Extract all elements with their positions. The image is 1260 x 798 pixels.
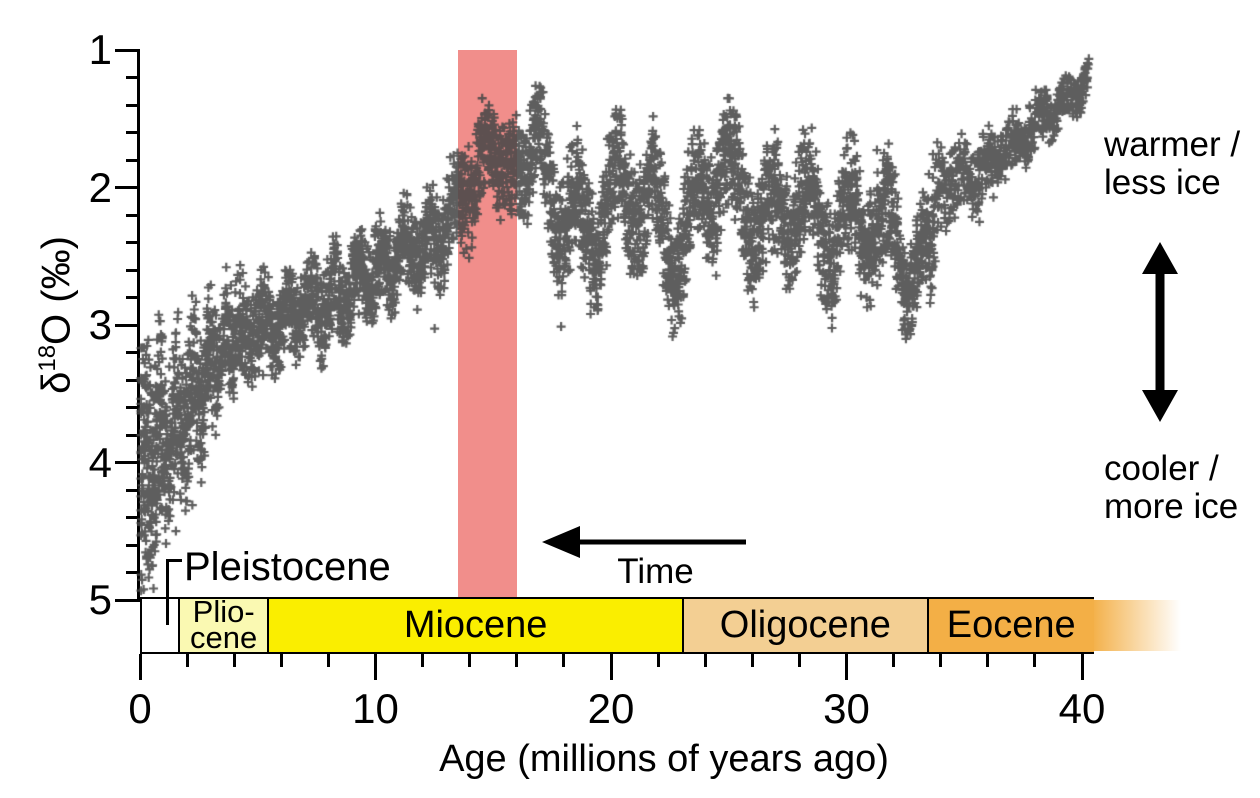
y-axis-title-delta: δ	[34, 371, 79, 394]
time-arrow-label: Time	[617, 552, 694, 591]
time-arrow-icon	[542, 526, 746, 558]
cooler-more-ice-label: cooler / more ice	[1104, 449, 1239, 526]
warmer-less-ice-label: warmer / less ice	[1104, 125, 1241, 202]
x-axis-title: Age (millions of years ago)	[439, 738, 889, 780]
warmer-cooler-double-arrow-icon	[1142, 242, 1178, 422]
y-axis-title-rest: O (‰)	[34, 236, 79, 345]
y-axis-title-superscript: 18	[34, 344, 61, 372]
pleistocene-callout-label: Pleistocene	[184, 545, 391, 589]
pleistocene-leader-vline	[166, 559, 169, 625]
pleistocene-leader-hline	[166, 559, 182, 562]
y-axis-title: δ18O (‰)	[25, 155, 78, 475]
